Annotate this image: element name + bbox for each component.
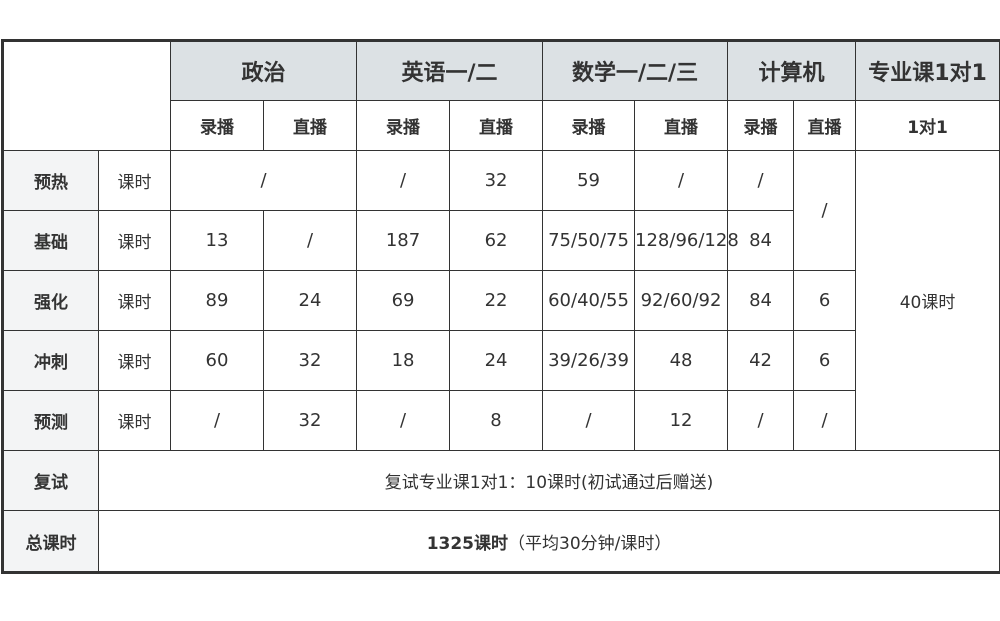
cell: / [727,150,795,211]
cell: / [542,390,636,451]
cell: / [262,210,358,271]
cell: 60/40/55 [542,270,636,331]
total-row: 总课时 1325课时（平均30分钟/课时） [2,510,1000,573]
cell: 32 [449,150,544,211]
cell: 75/50/75 [542,210,636,271]
cell: 92/60/92 [634,270,729,331]
table-row: 冲刺 课时 60 32 18 24 39/26/39 48 42 6 [2,330,1000,391]
cell: 84 [727,270,795,331]
cell: 39/26/39 [542,330,636,391]
mode-header: 直播 [793,100,857,151]
stage-label: 冲刺 [2,330,99,391]
cell: 24 [262,270,358,331]
cell: 187 [356,210,451,271]
cell: 13 [170,210,264,271]
mode-header: 录播 [356,100,451,151]
cell: 42 [727,330,795,391]
cell: / [170,390,264,451]
total-cell: 1325课时（平均30分钟/课时） [97,510,1000,573]
cell: 24 [449,330,544,391]
cell: / [169,150,358,211]
cell: 48 [634,330,729,391]
stage-label: 预测 [2,390,99,451]
unit-label: 课时 [98,330,171,391]
cell: 89 [170,270,264,331]
total-label: 总课时 [2,510,99,573]
mode-header: 直播 [262,100,358,151]
unit-label: 课时 [98,210,171,271]
subject-politics: 政治 [169,40,358,101]
cell: / [356,150,451,211]
cell: 32 [262,390,358,451]
mode-header: 录播 [170,100,264,151]
cell: / [793,150,857,271]
cell: 60 [170,330,264,391]
cell: 128/96/128 [634,210,739,271]
mode-header: 直播 [634,100,729,151]
cell: / [793,390,857,451]
subject-english: 英语一/二 [356,40,544,101]
retest-row: 复试 复试专业课1对1：10课时(初试通过后赠送) [2,450,1000,511]
cell: / [727,390,795,451]
cell: 32 [262,330,358,391]
stage-label: 预热 [2,150,99,211]
retest-label: 复试 [2,450,99,511]
total-note: （平均30分钟/课时） [508,533,672,554]
total-value: 1325课时 [426,533,509,554]
table-row: 预测 课时 / 32 / 8 / 12 / / [2,390,1000,451]
corner-cell [2,40,171,151]
subject-cs: 计算机 [727,40,857,101]
stage-label: 基础 [2,210,99,271]
cell: 8 [449,390,544,451]
course-hours-table: 政治 英语一/二 数学一/二/三 计算机 专业课1对1 录播 直播 录播 直播 … [1,39,1000,574]
cell: 6 [793,330,857,391]
mode-header: 直播 [449,100,544,151]
unit-label: 课时 [98,390,171,451]
cell: 18 [356,330,451,391]
mode-header-row: 录播 直播 录播 直播 录播 直播 录播 直播 1对1 [3,100,1000,151]
unit-label: 课时 [98,270,171,331]
mode-header: 录播 [727,100,795,151]
cell: 69 [356,270,451,331]
table-row: 基础 课时 13 / 187 62 75/50/75 128/96/128 84 [2,210,1000,271]
table-row: 预热 课时 / / 32 59 / / / 40课时 [2,150,1000,451]
cell: / [634,150,729,211]
cell: 6 [793,270,857,331]
retest-text: 复试专业课1对1：10课时(初试通过后赠送) [97,450,1000,511]
cell: 12 [634,390,729,451]
cell: 62 [449,210,544,271]
subject-major: 专业课1对1 [855,40,1000,101]
mode-header: 录播 [542,100,636,151]
subject-math: 数学一/二/三 [542,40,729,101]
cell: / [356,390,451,451]
mode-header: 1对1 [855,100,1000,151]
cell: 22 [449,270,544,331]
subject-header-row: 政治 英语一/二 数学一/二/三 计算机 专业课1对1 [2,40,1000,151]
unit-label: 课时 [98,150,171,211]
table-row: 强化 课时 89 24 69 22 60/40/55 92/60/92 84 6 [2,270,1000,331]
cell: 59 [542,150,636,211]
stage-label: 强化 [2,270,99,331]
major-hours-cell: 40课时 [855,150,1000,451]
